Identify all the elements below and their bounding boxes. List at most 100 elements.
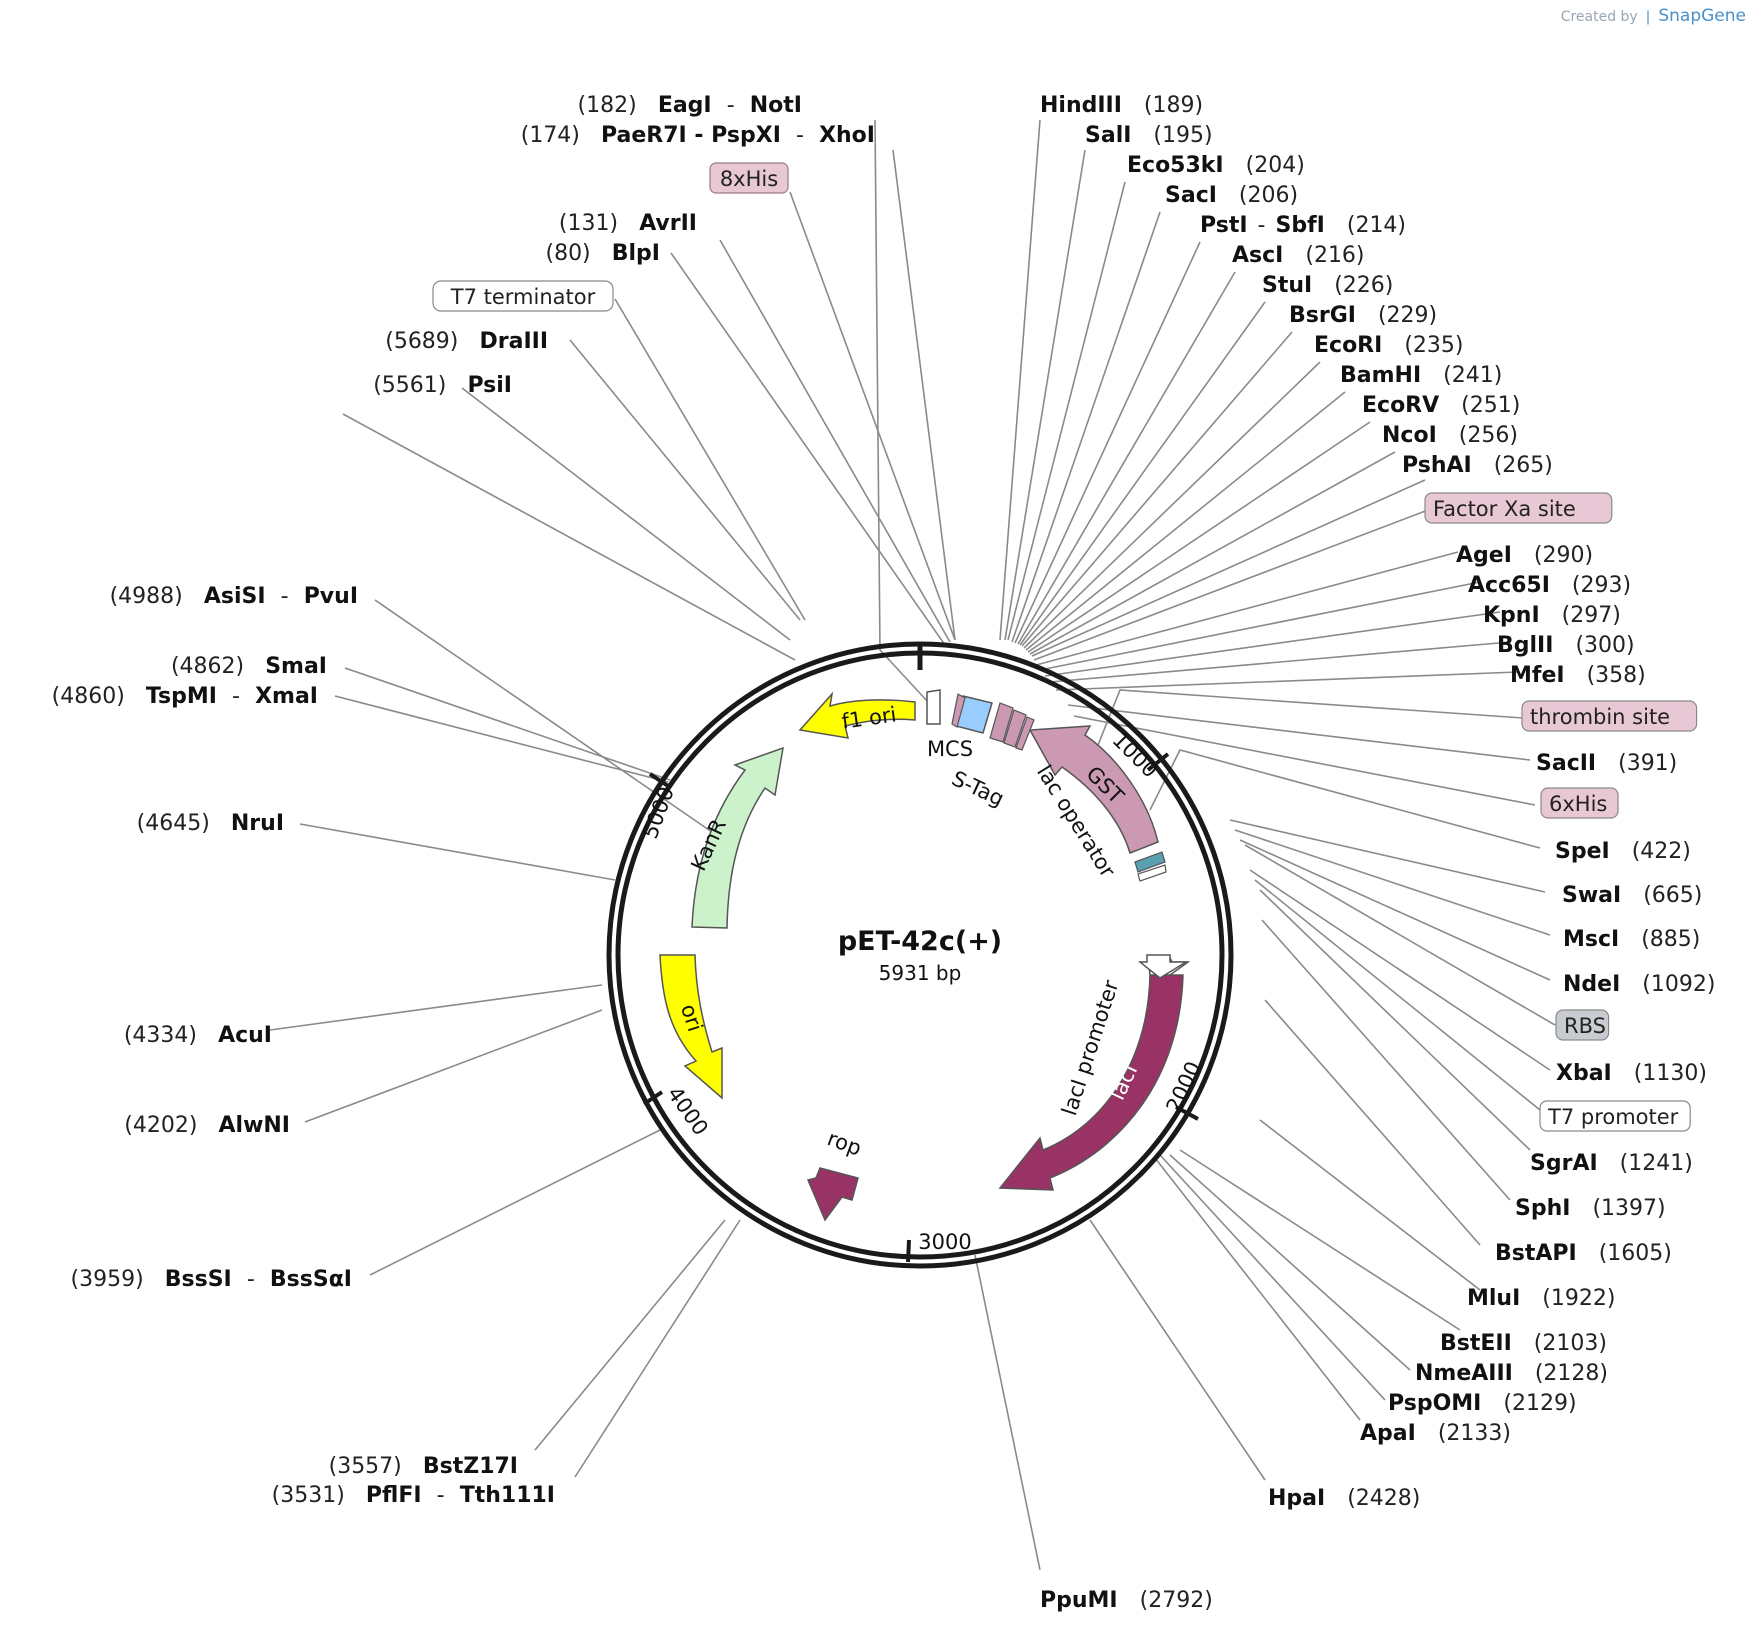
site-num-msci: (885) [1641,927,1700,952]
feature-label-mcs: MCS [927,737,973,761]
site-name-asci: AscI [1232,243,1283,268]
site-label-ncoi: NcoI (256) [1382,423,1518,448]
tick-4000: 4000 [642,1082,713,1140]
credit-prefix: Created by [1560,9,1638,25]
site-label-nrui: (4645) NruI [137,811,284,836]
site-name-blpi: BlpI [612,241,660,266]
site-num-swai: (665) [1643,883,1702,908]
site-num-pspomi: (2129) [1503,1391,1576,1416]
site-label-blpi: (80) BlpI [545,241,660,266]
features: f1 ori KanR ori rop lacI lacI promoter G… [659,689,1191,1222]
site-label-sgrai: SgrAI (1241) [1530,1151,1693,1176]
site-num-ppumi: (2792) [1140,1588,1213,1613]
site-num-smai: (4862) [171,654,244,679]
site-label-bstz17i: (3557) BstZ17I [329,1454,518,1479]
site-num-ncoi: (256) [1459,423,1518,448]
feature-label-rop: rop [824,1126,864,1160]
site-name-sbfi: SbfI [1276,213,1325,238]
site-name-acc65i: Acc65I [1468,573,1550,598]
site-num-saci: (206) [1239,183,1298,208]
site-label-alwni: (4202) AlwNI [124,1113,290,1138]
plasmid-length: 5931 bp [879,961,962,985]
site-name-tth111i: Tth111I [460,1483,555,1508]
site-num-mlui: (1922) [1542,1286,1615,1311]
site-name-saci: SacI [1165,183,1217,208]
feature-box-8xhis: 8xHis [709,162,789,194]
site-name-xbai: XbaI [1556,1061,1612,1086]
site-name-msci: MscI [1563,927,1619,952]
site-prefix-paer7i-pspxi: PaeR7I - PspXI [601,123,781,148]
feature-f1-ori: f1 ori [798,691,916,739]
site-num-xmai: (4860) [52,684,125,709]
site-label-bsssai: (3959) BssSI - BssSαI [71,1267,353,1292]
site-name-bstz17i: BstZ17I [423,1454,518,1479]
plasmid-name: pET-42c(+) [838,926,1002,957]
feature-gst: GST [1028,725,1159,854]
site-label-draiii: (5689) DraIII [385,329,548,354]
leader-lines [269,119,1556,1571]
site-name-pspomi: PspOMI [1388,1391,1481,1416]
feature-box-factor-xa-site: Factor Xa site [1424,492,1613,524]
site-prefix-tspmi: TspMI [146,684,217,709]
site-label-psti: PstI - SbfI (214) [1200,213,1406,238]
site-label-pshai: PshAI (265) [1402,453,1553,478]
site-num-bamhi: (241) [1443,363,1502,388]
site-num-psii: (5561) [373,373,446,398]
site-name-xhoi: XhoI [819,123,875,148]
site-num-hindiii: (189) [1144,93,1203,118]
site-label-acui: (4334) AcuI [124,1023,272,1048]
feature-box-thrombin-site: thrombin site [1521,700,1698,732]
site-num-ndei: (1092) [1642,972,1715,997]
site-name-nmeaiii: NmeAIII [1415,1361,1513,1386]
feature-mcs: MCS [926,689,993,761]
site-label-saci: SacI (206) [1165,183,1298,208]
site-num-hpai: (2428) [1347,1486,1420,1511]
site-name-stui: StuI [1262,273,1312,298]
site-num-ecori: (235) [1404,333,1463,358]
site-name-draiii: DraIII [479,329,548,354]
site-label-pspomi: PspOMI (2129) [1388,1391,1577,1416]
site-label-acc65i: Acc65I (293) [1468,573,1631,598]
site-label-xbai: XbaI (1130) [1556,1061,1707,1086]
feature-box-t7-promoter: T7 promoter [1539,1100,1691,1132]
site-num-tth111i: (3531) [272,1483,345,1508]
site-name-spei: SpeI [1555,839,1610,864]
site-name-sphi: SphI [1515,1196,1570,1221]
feature-box-label-rbs: RBS [1564,1014,1606,1038]
site-name-sacii: SacII [1536,751,1596,776]
site-num-apai: (2133) [1438,1421,1511,1446]
site-name-mlui: MluI [1467,1286,1520,1311]
site-name-xmai: XmaI [255,684,318,709]
site-name-psii: PsiI [467,373,512,398]
feature-label-s-tag: S-Tag [948,766,1008,811]
site-name-bsssai: BssSαI [270,1267,352,1292]
site-name-bsrgi: BsrGI [1289,303,1356,328]
tick-label-4000: 4000 [663,1082,713,1140]
site-num-sacii: (391) [1618,751,1677,776]
site-label-bsteii: BstEII (2103) [1440,1331,1607,1356]
site-label-kpni: KpnI (297) [1483,603,1621,628]
site-sep: - [232,684,240,709]
feature-box-label-6xhis: 6xHis [1549,792,1607,816]
site-name-ppumi: PpuMI [1040,1588,1118,1613]
site-label-ecori: EcoRI (235) [1314,333,1463,358]
site-label-bamhi: BamHI (241) [1340,363,1502,388]
site-sep: - [1258,213,1266,238]
site-prefix-eagi: EagI [658,93,712,118]
site-label-tth111i: (3531) PflFI - Tth111I [272,1483,555,1508]
site-label-sacii: SacII (391) [1536,751,1677,776]
site-name-avrii: AvrII [639,211,697,236]
site-num-pshai: (265) [1494,453,1553,478]
site-num-pvui: (4988) [110,584,183,609]
site-num-bsssai: (3959) [71,1267,144,1292]
site-label-bsrgi: BsrGI (229) [1289,303,1437,328]
right-labels: HindIII (189) SalI (195) Eco53kI (204) SacI (20… [1040,93,1715,1613]
site-name-pvui: PvuI [304,584,358,609]
site-label-spei: SpeI (422) [1555,839,1691,864]
site-label-ecorv: EcoRV (251) [1362,393,1520,418]
site-label-bglii: BglII (300) [1497,633,1635,658]
site-num-stui: (226) [1334,273,1393,298]
site-num-bstapi: (1605) [1599,1241,1672,1266]
site-num-eco53ki: (204) [1246,153,1305,178]
site-label-ppumi: PpuMI (2792) [1040,1588,1213,1613]
